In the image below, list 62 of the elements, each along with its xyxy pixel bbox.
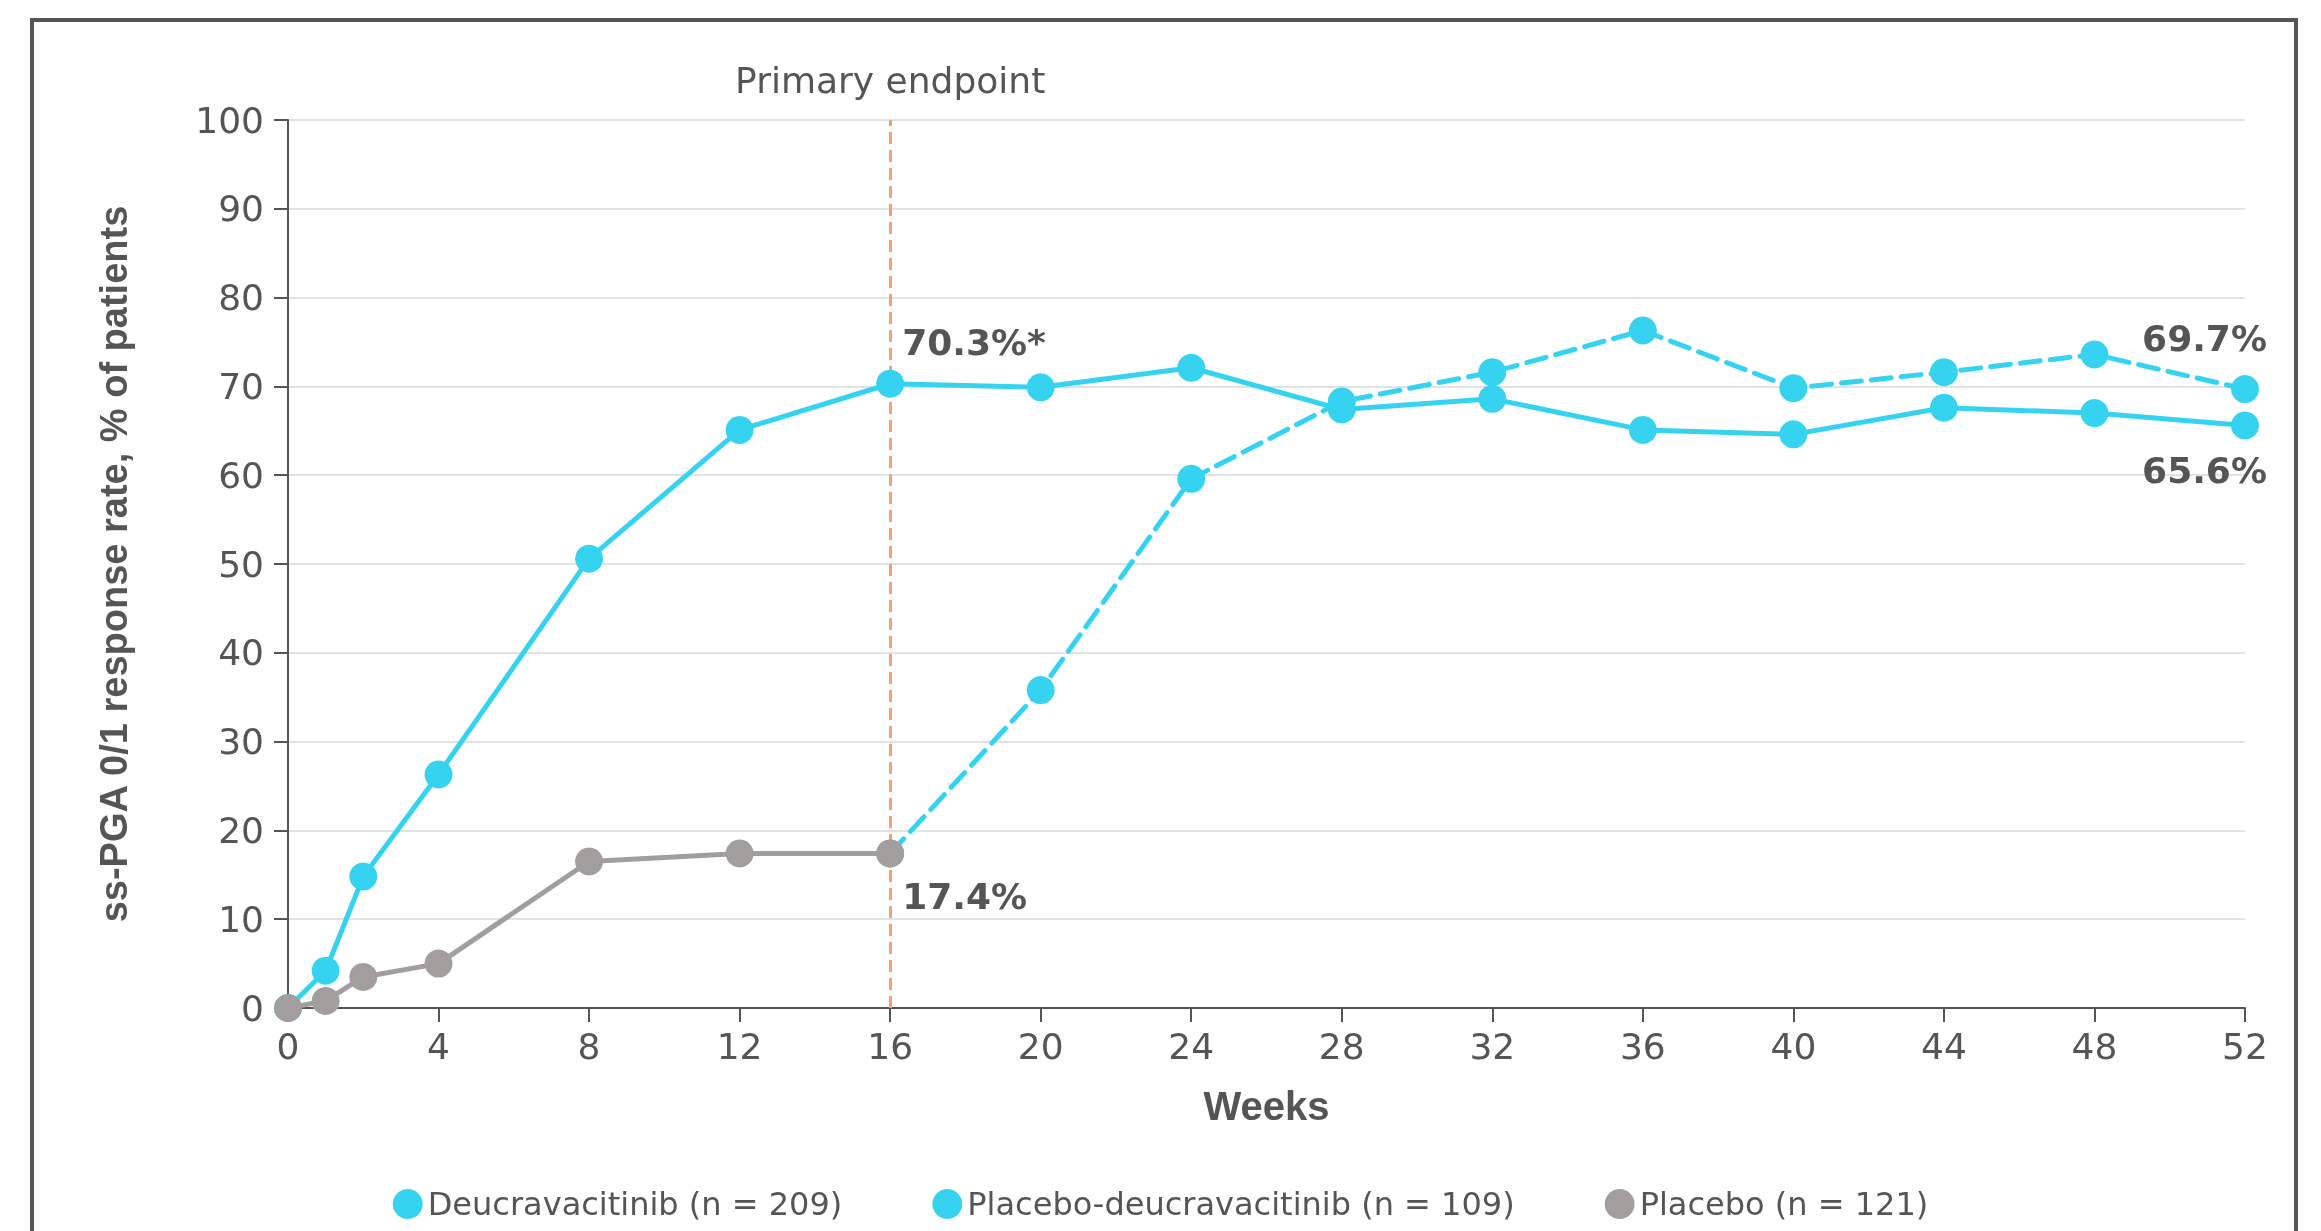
x-axis-title: Weeks [1203, 1084, 1330, 1128]
point [1026, 676, 1055, 705]
x-tick-label: 40 [1770, 1025, 1817, 1067]
point [349, 862, 378, 891]
point [2080, 340, 2109, 369]
legend-label: Placebo-deucravacitinib (n = 109) [967, 1185, 1515, 1223]
point [424, 949, 453, 978]
point [725, 839, 754, 868]
point [1478, 384, 1507, 413]
y-axis-title: ss-PGA 0/1 response rate, % of patients [93, 205, 135, 923]
y-tick-label: 80 [218, 277, 264, 319]
legend-label: Deucravacitinib (n = 209) [427, 1185, 843, 1223]
point [1779, 374, 1808, 403]
point [876, 369, 905, 398]
point [1478, 358, 1507, 387]
point [1929, 358, 1958, 387]
y-tick-label: 40 [218, 632, 264, 674]
point [1177, 353, 1206, 382]
y-tick-label: 10 [218, 898, 264, 940]
x-tick-label: 32 [1469, 1025, 1516, 1067]
point [2231, 375, 2259, 404]
y-tick-label: 60 [218, 454, 264, 496]
y-tick-label: 0 [241, 987, 264, 1029]
x-tick-label: 36 [1619, 1025, 1666, 1067]
point [311, 956, 340, 985]
legend-label: Placebo (n = 121) [1639, 1185, 1929, 1223]
x-tick-label: 12 [716, 1025, 763, 1067]
data-label: 65.6% [2142, 449, 2267, 491]
ref-line-label: Primary endpoint [735, 59, 1046, 101]
data-label: 69.7% [2142, 317, 2267, 359]
point [1177, 464, 1206, 493]
point [575, 544, 604, 573]
x-tick-label: 28 [1318, 1025, 1365, 1067]
x-tick-label: 52 [2222, 1025, 2268, 1067]
y-tick-label: 70 [218, 365, 264, 407]
point [424, 760, 453, 789]
x-tick-label: 16 [867, 1025, 914, 1067]
point [1628, 316, 1657, 345]
point [2080, 399, 2109, 428]
y-tick-label: 30 [218, 721, 264, 763]
data-label: 70.3%* [902, 322, 1047, 364]
point [1779, 420, 1808, 449]
x-tick-label: 0 [276, 1025, 300, 1067]
x-tick-label: 48 [2071, 1025, 2118, 1067]
point [575, 847, 604, 876]
y-tick-label: 100 [195, 99, 264, 141]
y-tick-label: 50 [218, 543, 264, 585]
point [725, 415, 754, 444]
y-tick-label: 20 [218, 809, 264, 851]
x-tick-label: 4 [427, 1025, 450, 1067]
point [1026, 373, 1055, 402]
x-tick-label: 20 [1017, 1025, 1064, 1067]
point [1628, 415, 1657, 444]
point [349, 962, 378, 991]
x-tick-label: 24 [1168, 1025, 1215, 1067]
point [311, 986, 340, 1015]
y-tick-label: 90 [218, 188, 264, 230]
x-tick-label: 8 [577, 1025, 601, 1067]
point [1929, 393, 1958, 422]
data-label: 17.4% [902, 875, 1028, 917]
point [2231, 411, 2259, 440]
x-tick-label: 44 [1921, 1025, 1967, 1067]
